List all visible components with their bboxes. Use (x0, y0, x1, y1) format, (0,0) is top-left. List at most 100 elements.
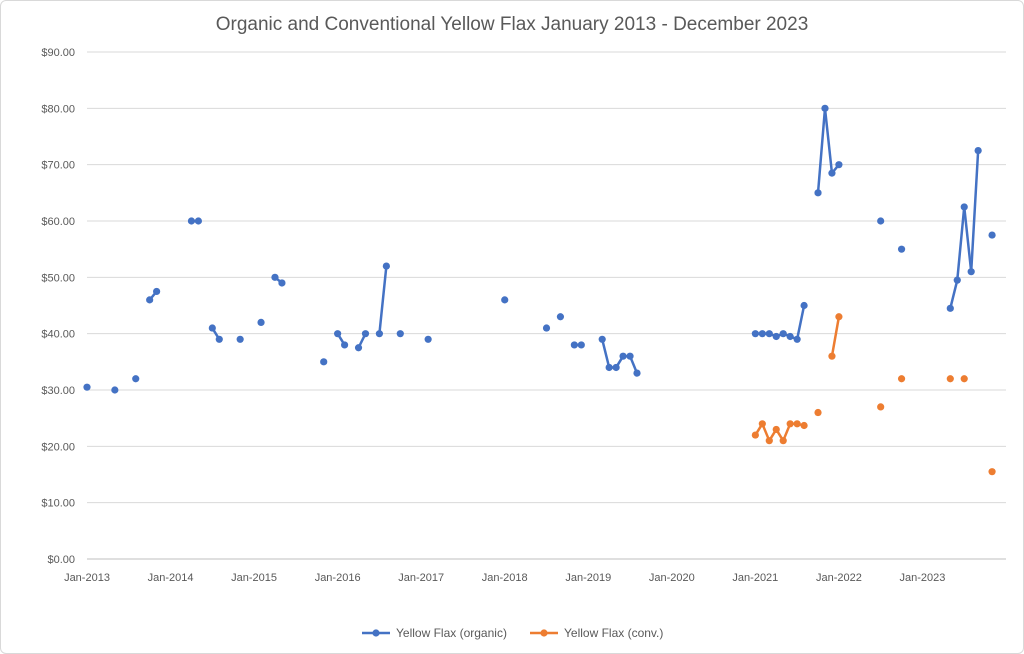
data-point (793, 335, 801, 343)
data-point (765, 330, 773, 338)
x-tick-label: Jan-2021 (732, 572, 778, 584)
data-point (974, 146, 982, 155)
chart-title: Organic and Conventional Yellow Flax Jan… (216, 14, 809, 35)
axes: $0.00 $10.00 $20.00 $30.00 $40.00 $50.00 $60.0… (41, 47, 1006, 584)
series-line-segment (378, 264, 388, 335)
data-point (146, 296, 154, 304)
plot-series (83, 104, 996, 476)
x-tick-label: Jan-2018 (482, 572, 528, 584)
data-point (897, 245, 906, 253)
legend-label: Yellow Flax (conv.) (564, 626, 663, 640)
x-tick-label: Jan-2017 (398, 572, 444, 584)
data-point (334, 330, 342, 338)
data-point (800, 301, 808, 310)
y-tick-label: $60.00 (41, 216, 75, 228)
y-tick-label: $20.00 (41, 441, 75, 453)
data-point (424, 335, 432, 343)
data-point (960, 203, 968, 211)
data-point (570, 341, 578, 349)
data-point (111, 386, 119, 394)
data-point (953, 276, 961, 284)
data-point (751, 431, 759, 439)
data-point (396, 330, 404, 338)
data-point (988, 468, 996, 476)
data-point (765, 437, 773, 445)
series-line-segment (795, 304, 806, 341)
data-point (800, 421, 808, 430)
data-point (758, 330, 766, 338)
data-point (354, 344, 363, 352)
series-line-segment (600, 338, 611, 369)
data-point (382, 262, 390, 270)
data-point (779, 437, 787, 445)
data-point (187, 217, 196, 225)
data-point (946, 375, 954, 383)
data-point (828, 352, 836, 360)
data-point (946, 304, 954, 312)
data-point (501, 296, 509, 304)
series-line-segment (830, 315, 841, 358)
y-tick-label: $90.00 (41, 47, 75, 59)
series-line-segment (962, 205, 973, 273)
data-point (786, 420, 794, 428)
data-point (257, 318, 265, 326)
data-point (967, 268, 975, 276)
x-tick-label: Jan-2019 (565, 572, 611, 584)
y-tick-label: $70.00 (41, 160, 75, 172)
data-point (877, 217, 885, 225)
data-point (236, 335, 244, 343)
y-tick-label: $10.00 (41, 498, 75, 510)
data-point (758, 420, 766, 428)
series-line-segment (956, 205, 966, 282)
data-point (556, 313, 565, 321)
series-conventional (751, 313, 996, 476)
x-tick-label: Jan-2016 (315, 572, 361, 584)
data-point (598, 335, 606, 343)
legend-label: Yellow Flax (organic) (396, 626, 507, 640)
series-line-segment (949, 278, 959, 310)
data-point (619, 352, 627, 360)
data-point (340, 341, 349, 349)
y-tick-label: $80.00 (41, 103, 75, 115)
data-point (542, 324, 551, 332)
data-point (786, 332, 794, 341)
data-point (633, 369, 641, 377)
legend-item: Yellow Flax (organic) (362, 626, 507, 640)
data-point (960, 375, 968, 383)
data-point (375, 330, 384, 338)
data-point (814, 189, 822, 197)
data-point (361, 330, 370, 338)
x-tick-label: Jan-2015 (231, 572, 277, 584)
data-point (215, 335, 223, 343)
legend-item: Yellow Flax (conv.) (530, 626, 663, 640)
y-tick-label: $40.00 (41, 329, 75, 341)
data-point (897, 375, 906, 383)
y-tick-label: $50.00 (41, 272, 75, 284)
data-point (779, 330, 787, 338)
data-point (278, 279, 286, 287)
data-point (271, 273, 279, 281)
data-point (153, 287, 161, 296)
data-point (626, 352, 634, 360)
data-point (208, 324, 216, 332)
data-point (828, 169, 836, 177)
y-tick-label: $30.00 (41, 385, 75, 397)
x-tick-label: Jan-2013 (64, 572, 110, 584)
data-point (194, 217, 202, 225)
data-point (320, 358, 328, 366)
x-tick-label: Jan-2020 (649, 572, 695, 584)
legend-dot-marker (540, 629, 548, 637)
data-point (793, 420, 801, 428)
data-point (772, 332, 780, 341)
data-point (835, 313, 843, 321)
legend-dot-marker (372, 629, 380, 637)
data-point (83, 383, 91, 391)
series-line-segment (969, 149, 980, 273)
data-point (605, 363, 613, 372)
y-tick-label: $0.00 (47, 554, 75, 566)
x-tick-label: Jan-2023 (900, 572, 946, 584)
data-point (877, 403, 885, 411)
series-organic (83, 104, 996, 394)
